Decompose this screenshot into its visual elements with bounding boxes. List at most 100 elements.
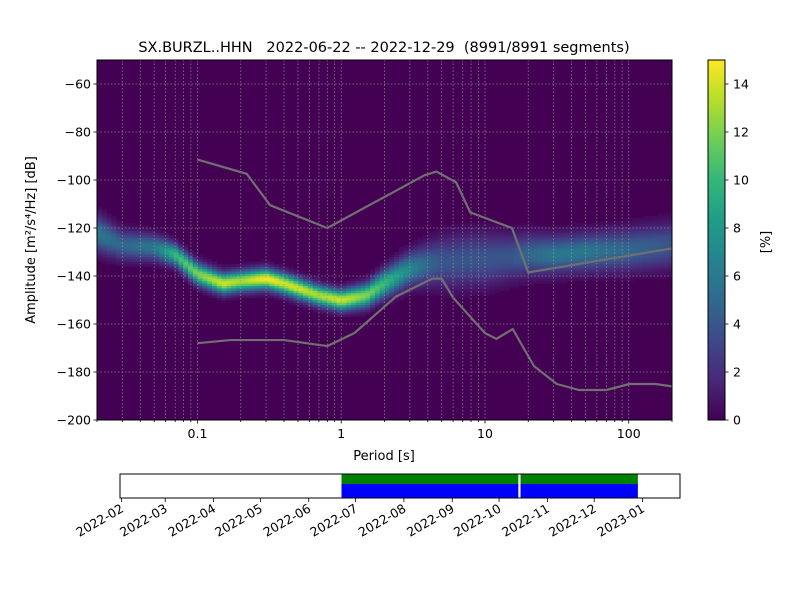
density-cell: [279, 283, 285, 286]
density-cell: [97, 232, 103, 236]
density-cell: [240, 280, 246, 284]
density-cell: [116, 223, 122, 226]
density-cell: [499, 232, 505, 236]
density-cell: [389, 261, 395, 265]
density-cell: [648, 220, 654, 224]
density-cell: [552, 261, 558, 265]
density-cell: [398, 271, 405, 274]
density-cell: [604, 268, 611, 272]
density-cell: [657, 244, 663, 248]
density-cell: [293, 273, 299, 277]
y-tick-label: −60: [65, 77, 91, 92]
density-cell: [336, 304, 342, 308]
density-cell: [154, 254, 160, 258]
density-cell: [566, 256, 572, 260]
density-cell: [427, 290, 433, 294]
density-cell: [485, 283, 491, 286]
density-cell: [513, 276, 520, 279]
density-cell: [240, 295, 246, 298]
density-cell: [480, 242, 486, 246]
density-cell: [317, 295, 323, 298]
density-cell: [269, 261, 275, 265]
density-cell: [518, 273, 524, 277]
density-cell: [336, 295, 342, 298]
density-cell: [365, 292, 371, 296]
density-cell: [624, 235, 630, 238]
density-cell: [188, 254, 194, 258]
density-cell: [259, 295, 266, 298]
density-cell: [298, 302, 304, 306]
density-cell: [398, 266, 405, 270]
density-cell: [547, 225, 553, 229]
density-cell: [547, 280, 553, 284]
density-cell: [648, 252, 654, 255]
density-cell: [235, 273, 242, 277]
density-cell: [528, 283, 534, 286]
density-cell: [590, 223, 596, 226]
density-cell: [202, 283, 208, 286]
density-cell: [120, 235, 127, 238]
density-cell: [624, 264, 630, 267]
density-cell: [509, 280, 515, 284]
density-cell: [427, 247, 433, 250]
density-cell: [461, 283, 467, 286]
density-cell: [264, 276, 270, 279]
density-cell: [657, 273, 663, 277]
density-cell: [648, 242, 654, 246]
density-cell: [633, 264, 639, 267]
density-cell: [336, 285, 342, 289]
density-cell: [336, 307, 342, 310]
density-cell: [370, 280, 376, 284]
density-cell: [389, 292, 395, 296]
density-cell: [561, 271, 567, 274]
density-cell: [580, 240, 587, 243]
density-cell: [140, 256, 146, 260]
density-cell: [461, 256, 467, 260]
density-cell: [135, 240, 141, 243]
density-cell: [480, 268, 486, 272]
density-cell: [461, 242, 467, 246]
density-cell: [322, 309, 328, 313]
density-cell: [293, 292, 299, 296]
density-cell: [288, 285, 294, 289]
density-cell: [561, 240, 567, 243]
density-cell: [408, 290, 414, 294]
density-cell: [657, 228, 663, 231]
density-cell: [149, 230, 155, 234]
density-cell: [283, 292, 290, 296]
density-cell: [566, 228, 572, 231]
density-cell: [327, 280, 333, 284]
density-cell: [274, 297, 280, 301]
timeline-tick-label: 2022-07: [307, 501, 360, 540]
density-cell: [432, 283, 438, 286]
density-cell: [523, 228, 529, 231]
density-cell: [197, 254, 203, 258]
density-cell: [633, 225, 639, 229]
density-cell: [101, 213, 107, 217]
density-cell: [547, 228, 553, 231]
density-cell: [437, 228, 443, 231]
density-cell: [595, 268, 601, 272]
density-cell: [346, 285, 352, 289]
density-cell: [504, 273, 510, 277]
density-cell: [245, 268, 251, 272]
density-cell: [307, 304, 314, 308]
density-cell: [542, 242, 548, 246]
density-cell: [427, 237, 433, 241]
density-cell: [140, 264, 146, 267]
density-cell: [523, 276, 529, 279]
density-cell: [533, 244, 539, 248]
density-cell: [235, 268, 242, 272]
density-cell: [149, 237, 155, 241]
density-cell: [149, 232, 155, 236]
density-cell: [432, 247, 438, 250]
density-cell: [432, 268, 438, 272]
density-cell: [350, 290, 357, 294]
density-cell: [485, 244, 491, 248]
density-cell: [125, 225, 131, 229]
density-cell: [446, 244, 452, 248]
density-cell: [614, 268, 620, 272]
coverage-bar: [341, 484, 638, 498]
density-cell: [595, 266, 601, 270]
density-cell: [298, 300, 304, 303]
